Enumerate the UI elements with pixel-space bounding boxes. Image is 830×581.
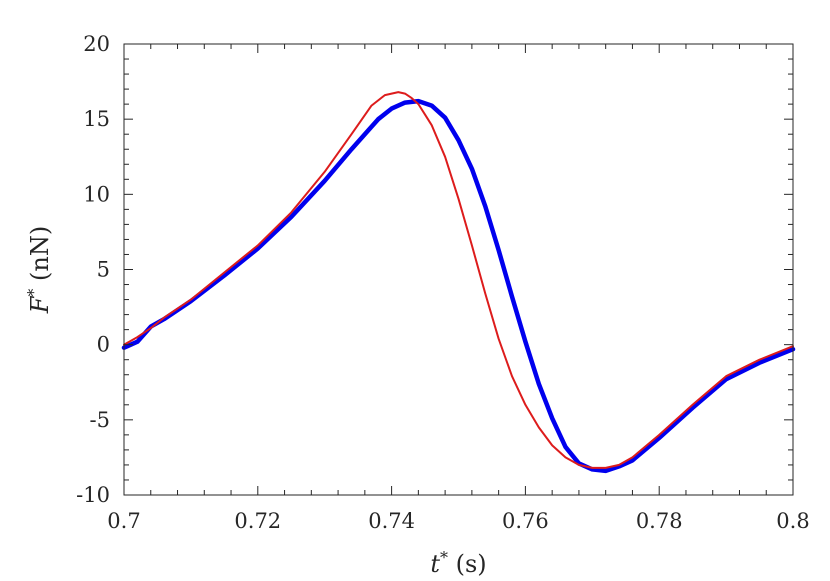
series-line-1 — [121, 98, 796, 474]
y-tick-label: -10 — [76, 483, 110, 507]
x-tick-label: 0.78 — [636, 509, 683, 533]
series-layer — [121, 91, 796, 474]
y-axis-label: F* (nN) — [24, 226, 54, 314]
y-tick-label: 5 — [97, 258, 110, 282]
plot-frame — [123, 43, 794, 496]
x-tick-label: 0.76 — [502, 509, 549, 533]
series-line-2 — [123, 91, 794, 469]
y-tick-label: 10 — [83, 182, 110, 206]
x-tick-label: 0.8 — [776, 509, 809, 533]
x-tick-label: 0.74 — [368, 509, 415, 533]
x-tick-label: 0.72 — [234, 509, 281, 533]
x-tick-label: 0.7 — [107, 509, 140, 533]
ticks-layer — [123, 43, 794, 496]
y-tick-label: 20 — [83, 32, 110, 56]
y-tick-label: 0 — [97, 333, 110, 357]
y-tick-label: 15 — [83, 107, 110, 131]
y-tick-label: -5 — [90, 408, 110, 432]
tick-labels-layer: 0.7 0.72 0.74 0.76 0.78 0.8 -10 -5 0 5 10 15 20 — [76, 32, 810, 533]
x-axis-label: t* (s) — [430, 548, 486, 578]
